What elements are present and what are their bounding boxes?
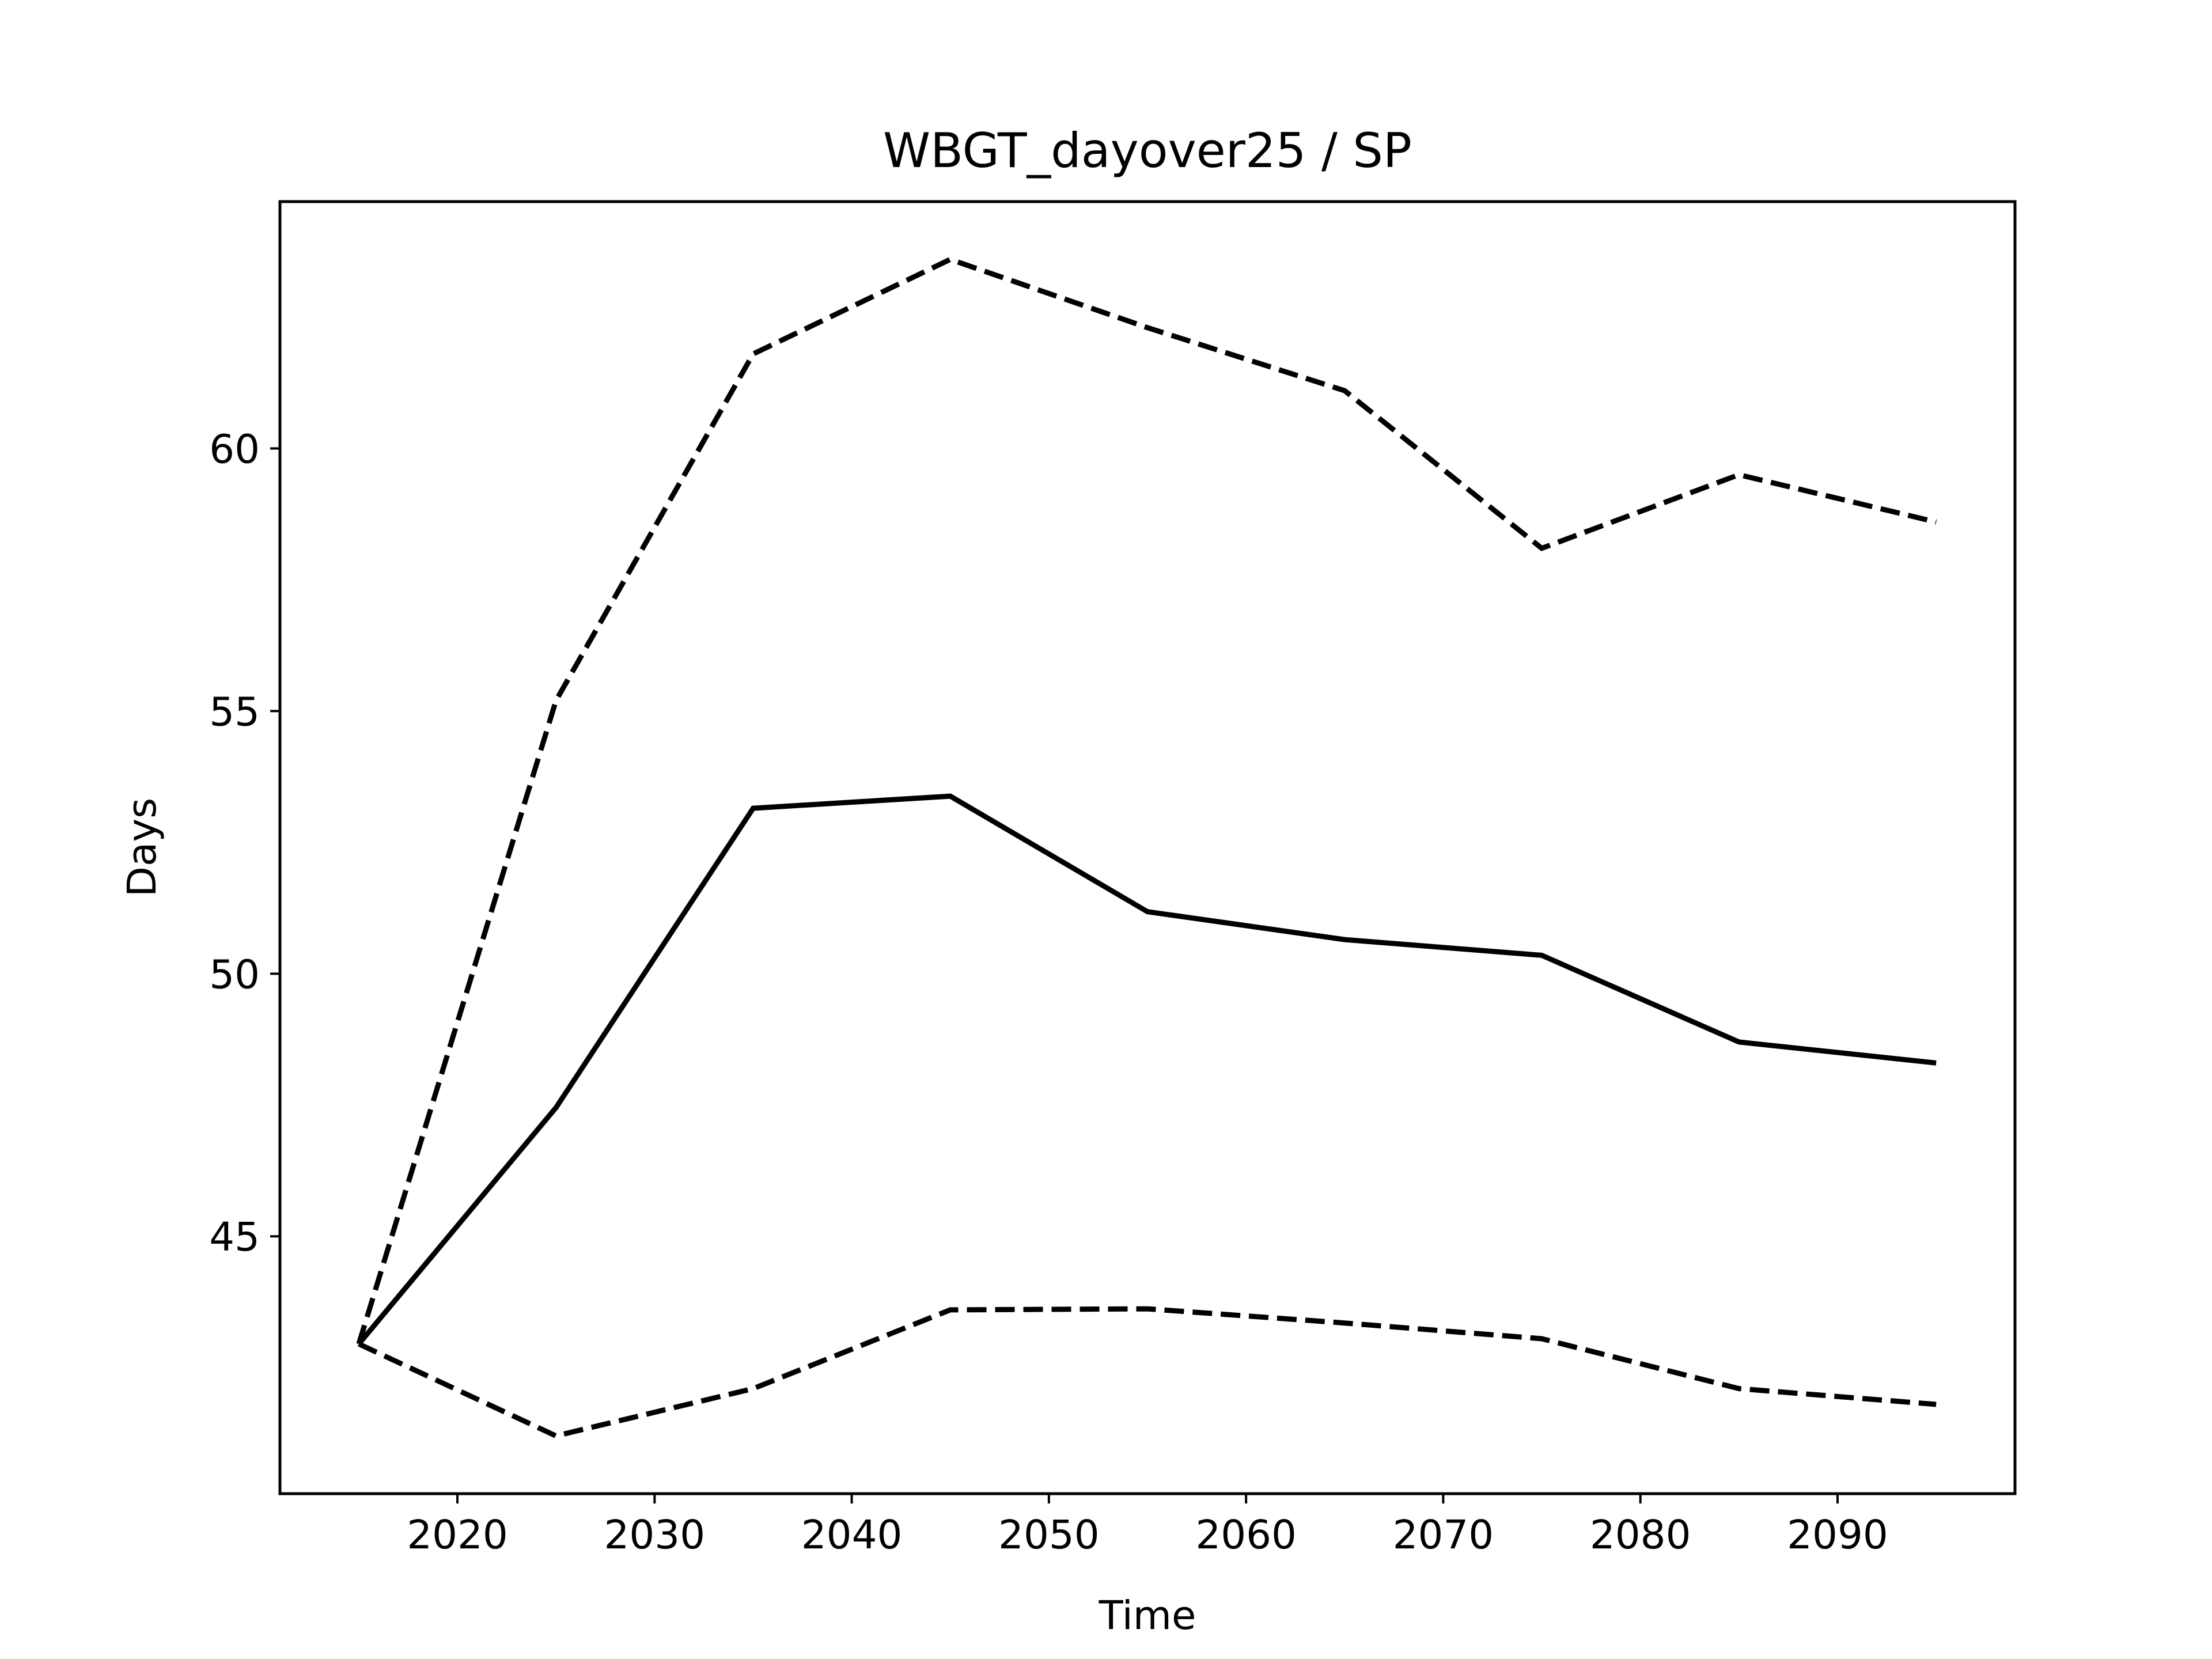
y-tick-label: 45 xyxy=(209,1214,260,1260)
x-tick-label: 2030 xyxy=(604,1512,706,1558)
x-axis-label: Time xyxy=(1099,1593,1196,1639)
x-tick-label: 2070 xyxy=(1393,1512,1494,1558)
series-line-median xyxy=(357,793,1937,1346)
y-tick-label: 55 xyxy=(209,689,260,735)
series-layer xyxy=(356,256,1937,1439)
x-tick-label: 2060 xyxy=(1195,1512,1297,1558)
x-tick-label: 2050 xyxy=(998,1512,1100,1558)
y-tick-label: 50 xyxy=(209,952,260,998)
chart-title: WBGT_dayover25 / SP xyxy=(883,123,1412,179)
x-tick-label: 2020 xyxy=(407,1512,508,1558)
series-line-lower-bound xyxy=(357,1306,1937,1439)
x-tick-label: 2040 xyxy=(801,1512,903,1558)
series-line-upper-bound xyxy=(356,256,1937,1345)
x-tick-label: 2090 xyxy=(1787,1512,1888,1558)
y-tick-label: 60 xyxy=(209,427,260,473)
plot-area-frame xyxy=(278,200,2017,1495)
x-tick-label: 2080 xyxy=(1590,1512,1691,1558)
y-axis-label: Days xyxy=(119,798,165,897)
ticks-layer: 2020 2030 2040 2050 2060 2070 2080 2090 45 50 55 60 xyxy=(209,427,1888,1558)
